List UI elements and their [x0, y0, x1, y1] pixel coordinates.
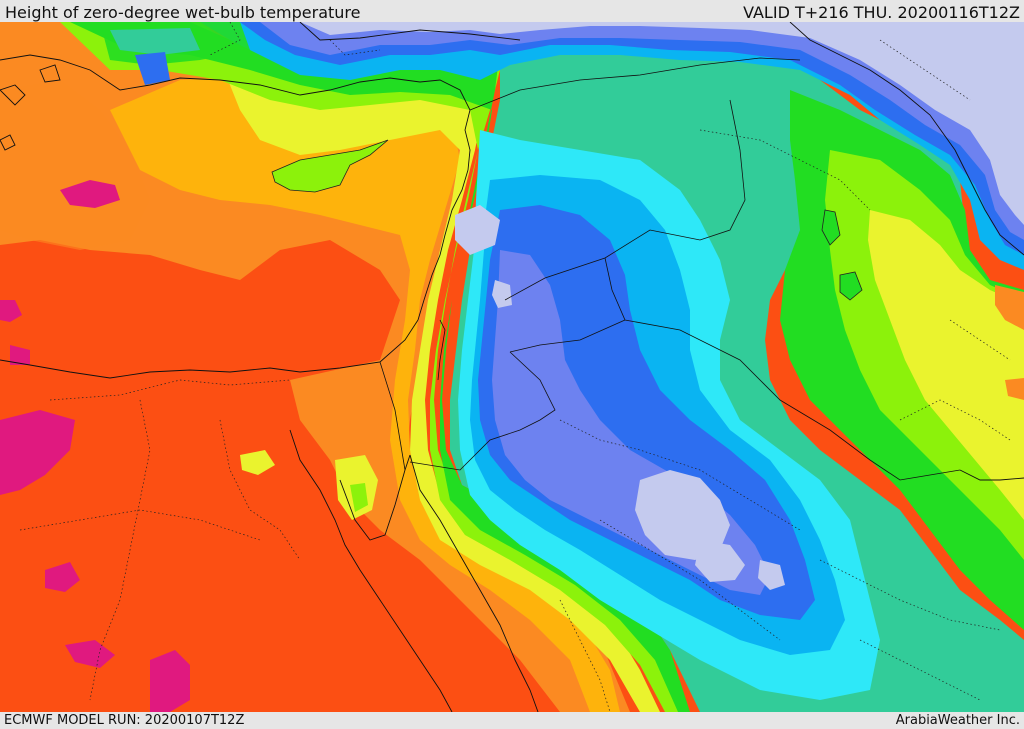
admin-borders	[19, 22, 1011, 712]
map-area	[0, 22, 1024, 712]
field-sinai-green	[350, 483, 368, 512]
field-magenta-5	[65, 640, 115, 668]
model-run: ECMWF MODEL RUN: 20200107T12Z	[4, 713, 245, 728]
field-lavender-levant	[455, 205, 500, 255]
field-magenta-4	[150, 650, 190, 712]
field-lavender-arabia-2	[695, 540, 745, 582]
field-magenta-1	[60, 180, 120, 208]
field-magenta-6	[0, 300, 22, 322]
header-bar: Height of zero-degree wet-bulb temperatu…	[0, 0, 1024, 22]
field-magenta-7	[10, 345, 30, 365]
field-magenta-2	[0, 410, 75, 495]
field-lavender-arabia	[635, 470, 730, 560]
field-magenta-3	[45, 562, 80, 592]
field-lavender-levant-2	[492, 280, 512, 308]
valid-time: VALID T+216 THU. 20200116T12Z	[743, 3, 1020, 22]
lake-1	[821, 209, 841, 246]
cyprus-outline	[271, 139, 389, 193]
field-nw-teal	[110, 28, 200, 55]
field-orange-east	[995, 285, 1024, 330]
map-title: Height of zero-degree wet-bulb temperatu…	[5, 3, 361, 22]
field-lavender-arabia-3	[758, 560, 785, 590]
field-yellow	[220, 60, 660, 712]
field-yellow-east	[868, 210, 1024, 520]
field-eg-yellow	[240, 450, 275, 475]
field-orange-west	[0, 80, 150, 250]
lake-2	[839, 271, 863, 301]
wet-bulb-map	[0, 22, 1024, 712]
country-borders	[379, 57, 961, 481]
field-orange	[0, 22, 630, 712]
field-orange-east-2	[1005, 378, 1024, 400]
field-nw-blue	[135, 52, 170, 85]
field-north-lavender	[300, 22, 1024, 225]
footer-bar: ECMWF MODEL RUN: 20200107T12Z ArabiaWeat…	[0, 712, 1024, 729]
credit-text: ArabiaWeather Inc.	[895, 713, 1020, 728]
